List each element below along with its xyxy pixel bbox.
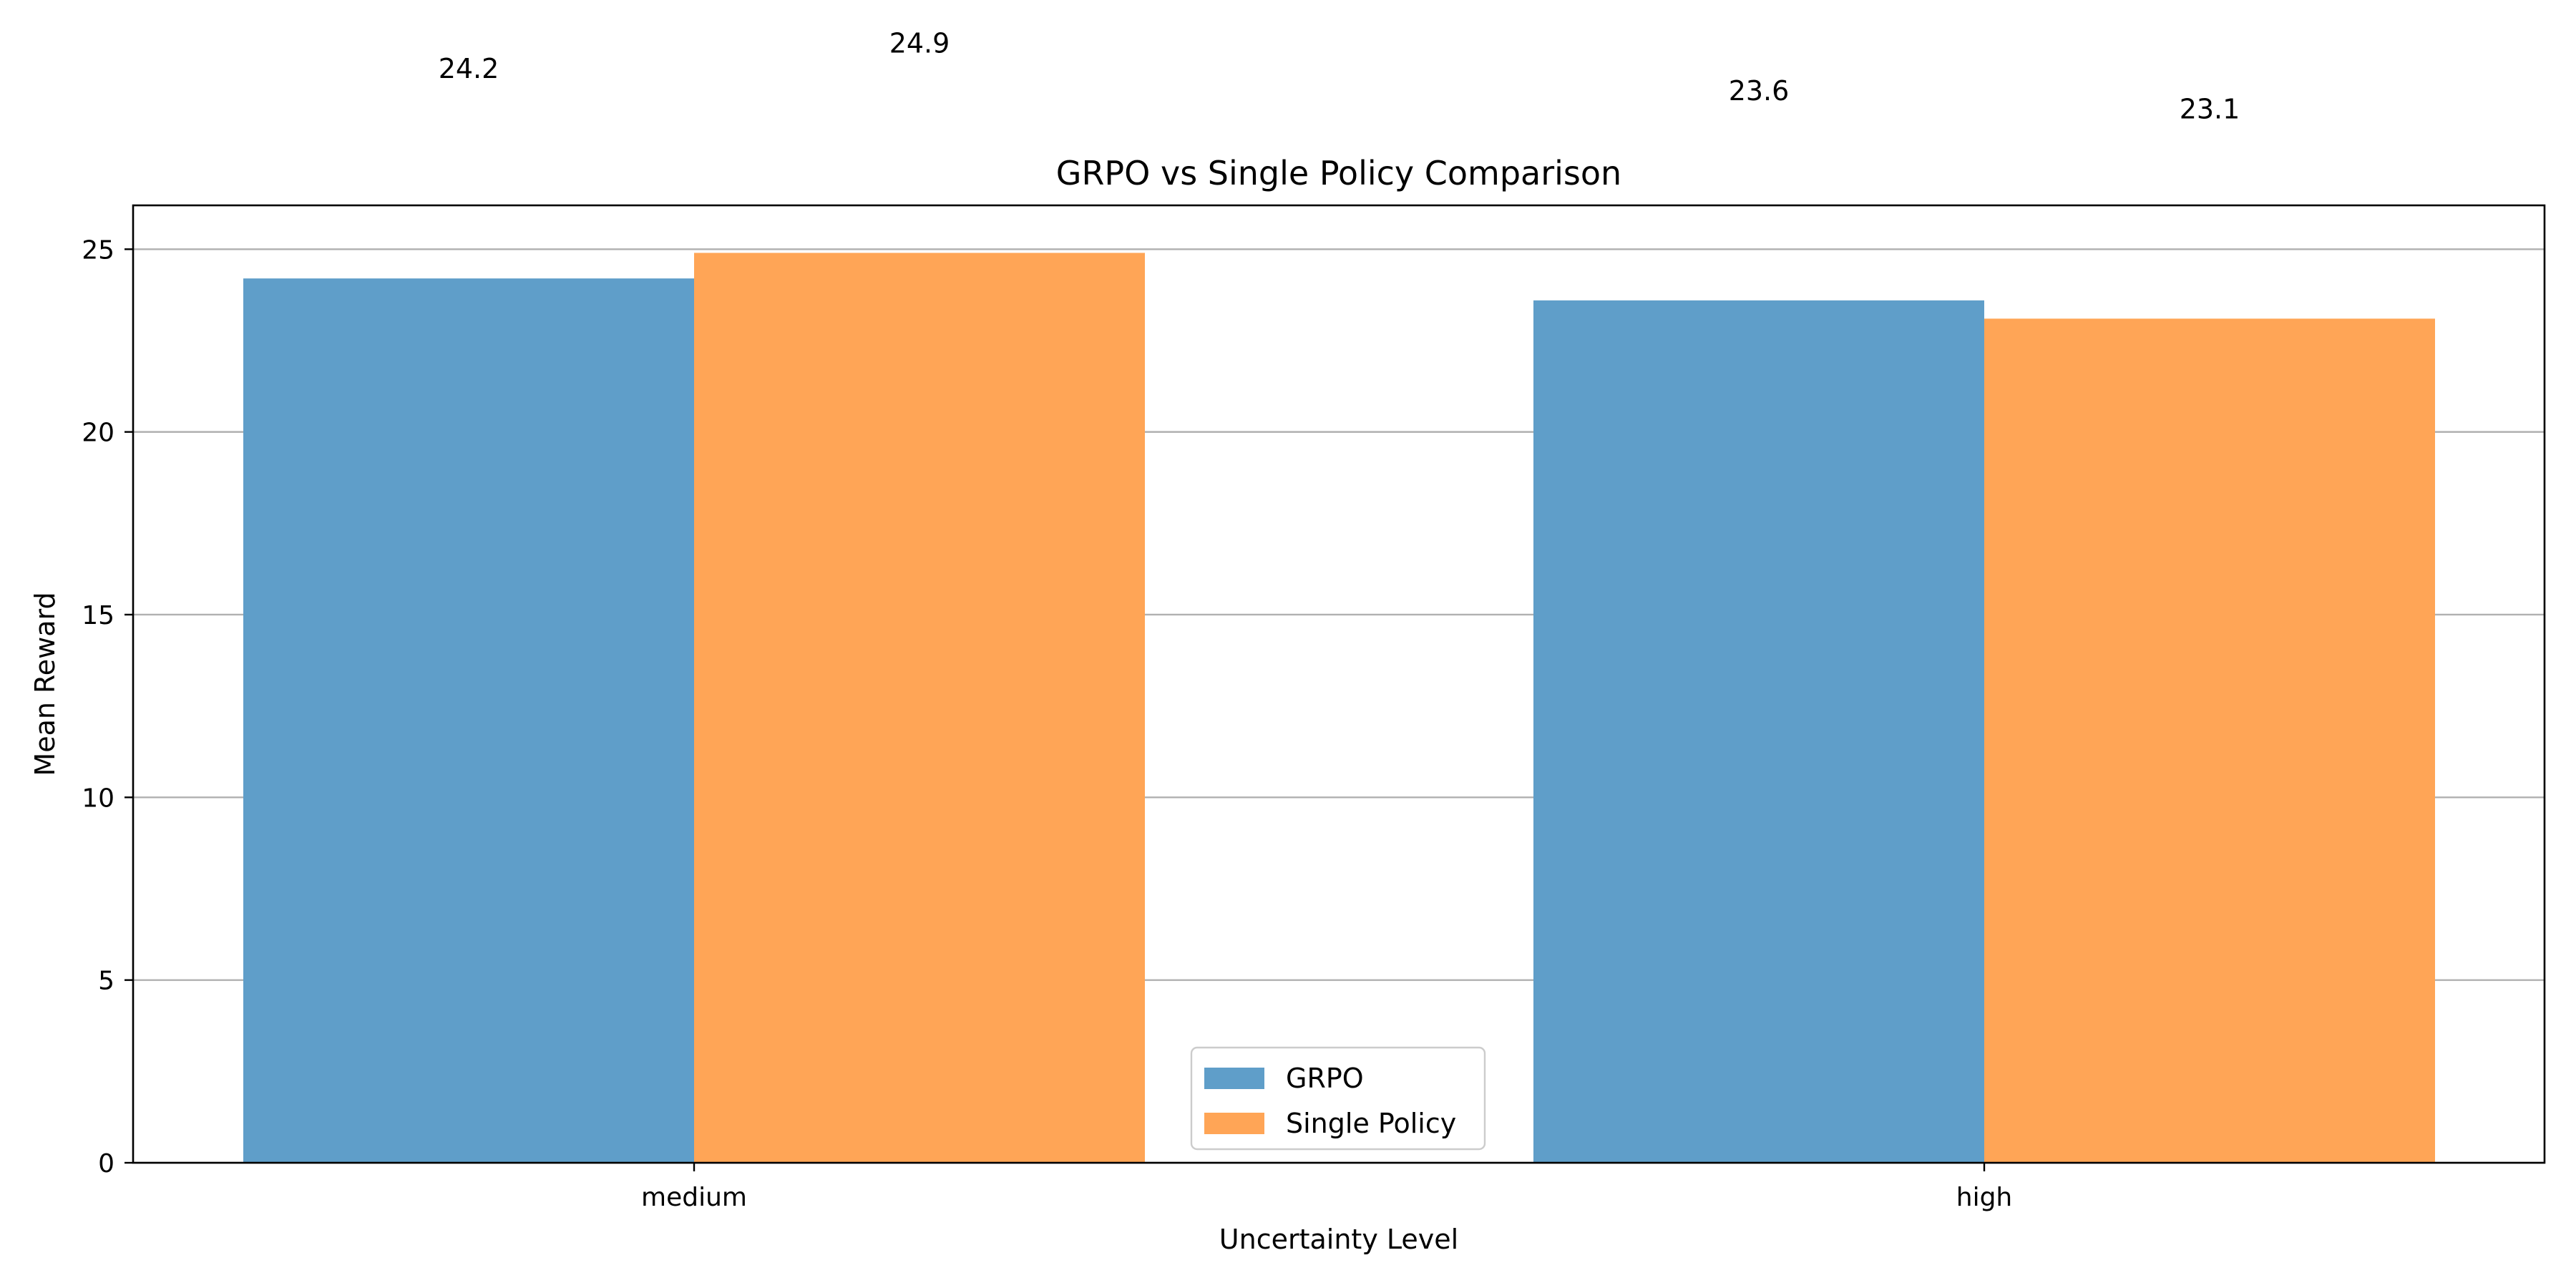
x-axis: medium high <box>641 1163 2012 1212</box>
bar <box>243 278 694 1163</box>
y-tick-label: 25 <box>82 235 114 265</box>
bar-value-label: 24.9 <box>889 27 950 59</box>
chart-title: GRPO vs Single Policy Comparison <box>1056 154 1621 192</box>
y-tick-label: 20 <box>82 419 114 448</box>
y-tick-label: 10 <box>82 784 114 813</box>
legend: GRPO Single Policy <box>1190 1046 1486 1151</box>
bar <box>694 253 1145 1163</box>
legend-swatch <box>1204 1113 1264 1134</box>
bar <box>1984 318 2435 1163</box>
bar-value-label: 23.1 <box>2180 93 2240 125</box>
y-axis: 0 5 10 15 20 25 <box>82 235 133 1179</box>
legend-swatch <box>1204 1068 1264 1089</box>
plot-frame <box>132 204 2546 1164</box>
bar <box>1533 300 1984 1163</box>
bars <box>243 253 2435 1163</box>
y-tick-label: 15 <box>82 601 114 630</box>
x-tick-label: medium <box>641 1183 747 1212</box>
y-tick-label: 0 <box>98 1149 114 1179</box>
bar-value-label: 24.2 <box>439 53 499 84</box>
y-axis-label: Mean Reward <box>29 592 61 776</box>
bar-value-label: 23.6 <box>1729 75 1790 107</box>
value-labels: 24.2 24.9 23.6 23.1 <box>439 27 2240 125</box>
x-axis-label: Uncertainty Level <box>1219 1224 1458 1255</box>
x-tick-label: high <box>1956 1183 2013 1212</box>
legend-box <box>1190 1046 1486 1151</box>
legend-label: GRPO <box>1286 1063 1364 1094</box>
y-tick-label: 5 <box>98 967 114 996</box>
legend-label: Single Policy <box>1286 1108 1456 1139</box>
